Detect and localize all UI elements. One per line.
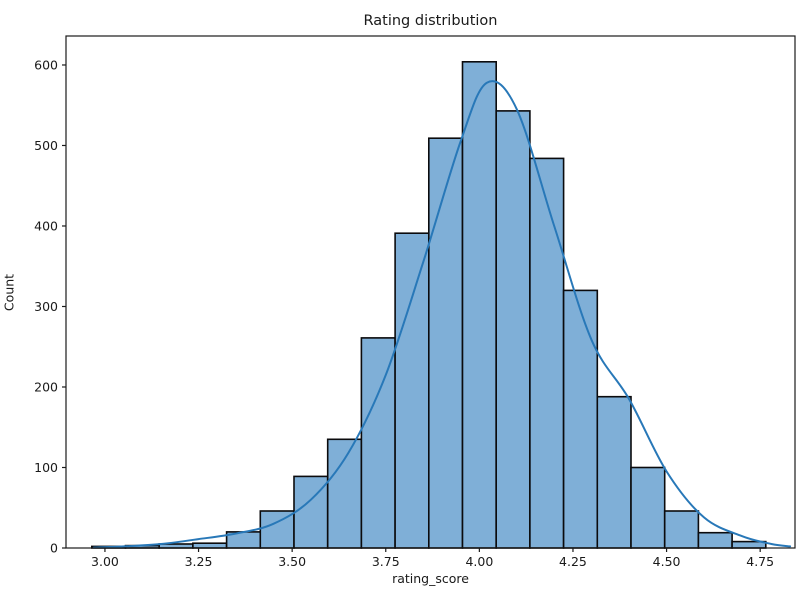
histogram-bar — [495, 110, 531, 549]
y-tick-label: 500 — [34, 138, 58, 153]
y-tick-label: 0 — [50, 541, 58, 556]
x-tick-label: 3.75 — [372, 554, 400, 569]
histogram-bar — [562, 289, 599, 549]
histogram-bar — [192, 542, 228, 549]
x-tick-label: 4.50 — [653, 554, 681, 569]
axes-spines — [65, 35, 796, 549]
histogram-bar — [596, 395, 632, 549]
histogram-bar — [697, 531, 733, 549]
x-tick-label: 4.00 — [465, 554, 493, 569]
histogram-bar — [394, 232, 430, 549]
x-tick-label: 3.00 — [91, 554, 119, 569]
x-tick-label: 4.75 — [746, 554, 774, 569]
y-tick-label: 400 — [34, 218, 58, 233]
chart-title: Rating distribution — [363, 13, 498, 29]
y-tick-label: 600 — [34, 57, 58, 72]
histogram-bar — [663, 510, 700, 549]
y-tick-label: 100 — [34, 460, 58, 475]
histogram-bar — [427, 137, 464, 549]
histogram-bar — [360, 337, 396, 549]
histogram-bar — [630, 466, 666, 549]
histogram-bar — [529, 157, 565, 549]
y-tick-label: 200 — [34, 379, 58, 394]
x-axis-label: rating_score — [392, 571, 469, 586]
histogram-bar — [326, 438, 363, 549]
histogram-bar — [461, 60, 498, 549]
x-tick-label: 3.25 — [185, 554, 213, 569]
y-tick-label: 300 — [34, 299, 58, 314]
x-tick-label: 4.25 — [559, 554, 587, 569]
y-axis-label: Count — [1, 273, 17, 312]
x-tick-label: 3.50 — [278, 554, 306, 569]
kde-curve — [92, 80, 792, 549]
